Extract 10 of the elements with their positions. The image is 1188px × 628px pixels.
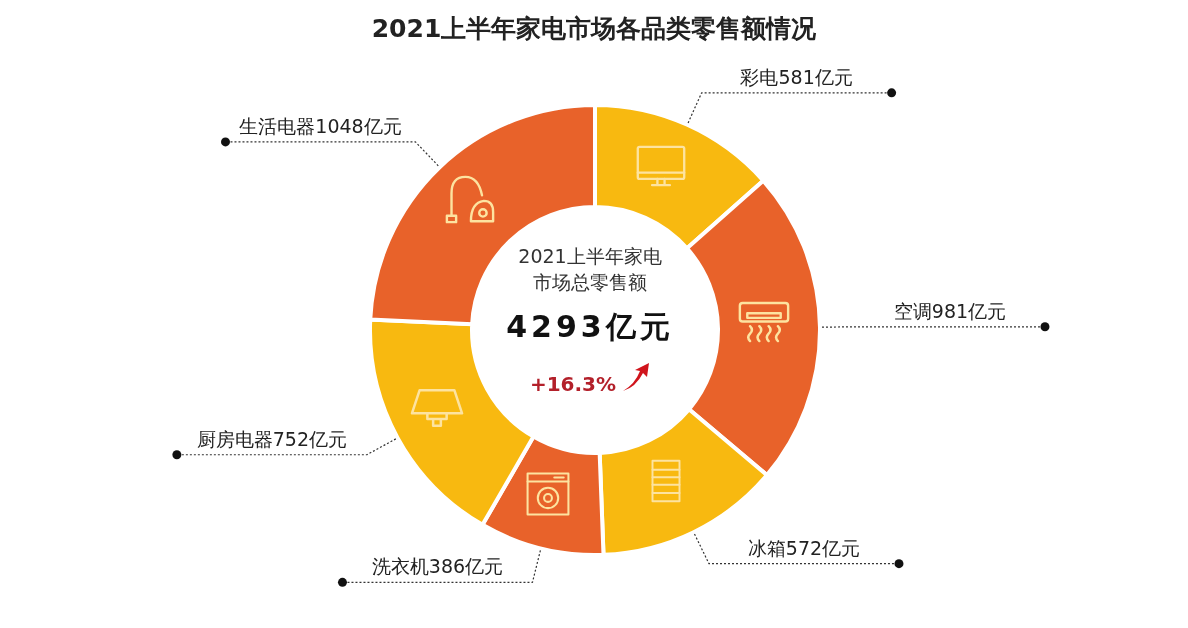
slice-label: 彩电581亿元	[740, 65, 853, 88]
slice-label: 厨房电器752亿元	[196, 427, 347, 450]
text: 2021上半年家电市场总零售额	[518, 245, 662, 293]
slice-label: 生活电器1048亿元	[239, 114, 402, 137]
slice-label: 洗衣机386亿元	[371, 555, 504, 578]
chart-title: 2021上半年家电市场各品类零售额情况	[371, 14, 817, 43]
slice-label: 空调981亿元	[893, 299, 1007, 322]
slice-label: 冰箱572亿元	[747, 536, 861, 559]
text: 4293亿元	[506, 309, 674, 344]
text: +16.3%	[529, 372, 617, 396]
